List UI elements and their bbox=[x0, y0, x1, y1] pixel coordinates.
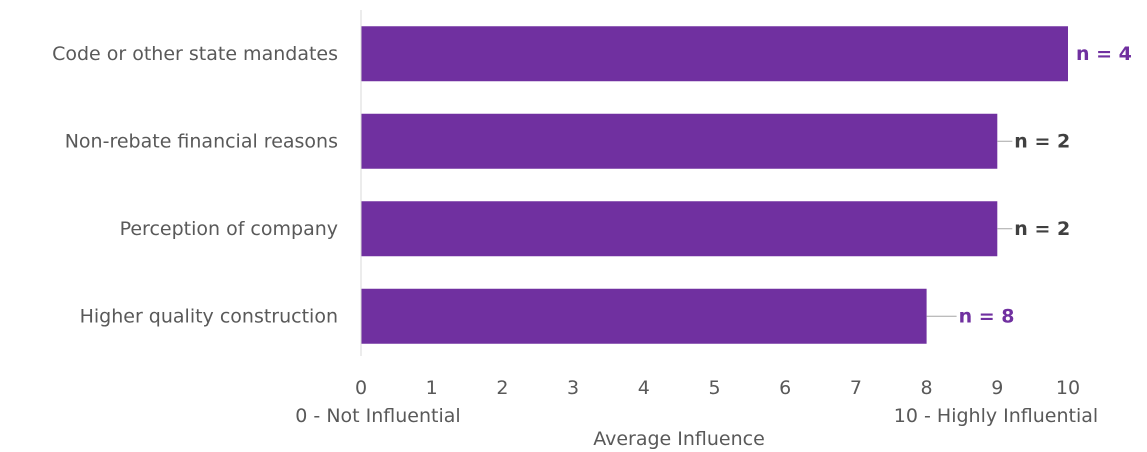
data-label: n = 2 bbox=[1014, 130, 1070, 152]
leaders-layer bbox=[926, 140, 1013, 317]
x-tick-label: 2 bbox=[496, 377, 508, 399]
x-tick-label: 6 bbox=[779, 377, 791, 399]
x-min-annotation: 0 - Not Influential bbox=[295, 405, 460, 427]
x-tick-label: 10 bbox=[1056, 377, 1080, 399]
bar bbox=[361, 113, 998, 169]
category-label: Code or other state mandates bbox=[52, 43, 338, 65]
category-label: Higher quality construction bbox=[80, 305, 338, 327]
x-tick-labels: 0 1 2 3 4 5 6 7 8 9 10 bbox=[355, 377, 1080, 399]
x-tick-label: 9 bbox=[991, 377, 1003, 399]
x-tick-label: 7 bbox=[850, 377, 862, 399]
category-label: Perception of company bbox=[120, 218, 338, 240]
data-labels: n = 4 n = 2 n = 2 n = 8 bbox=[959, 43, 1132, 328]
bars-layer bbox=[361, 26, 1068, 344]
bar bbox=[361, 288, 927, 344]
data-label: n = 4 bbox=[1076, 43, 1132, 65]
x-tick-label: 4 bbox=[638, 377, 650, 399]
x-tick-label: 8 bbox=[921, 377, 933, 399]
x-max-annotation: 10 - Highly Influential bbox=[894, 405, 1098, 427]
x-tick-label: 0 bbox=[355, 377, 367, 399]
data-label: n = 2 bbox=[1014, 218, 1070, 240]
category-labels: Code or other state mandates Non-rebate f… bbox=[52, 43, 338, 328]
bar bbox=[361, 26, 1068, 82]
bar bbox=[361, 201, 998, 257]
data-label: n = 8 bbox=[959, 305, 1015, 327]
x-tick-label: 3 bbox=[567, 377, 579, 399]
x-axis-title: Average Influence bbox=[593, 428, 765, 450]
x-tick-label: 1 bbox=[426, 377, 438, 399]
x-tick-label: 5 bbox=[708, 377, 720, 399]
category-label: Non-rebate financial reasons bbox=[65, 130, 338, 152]
